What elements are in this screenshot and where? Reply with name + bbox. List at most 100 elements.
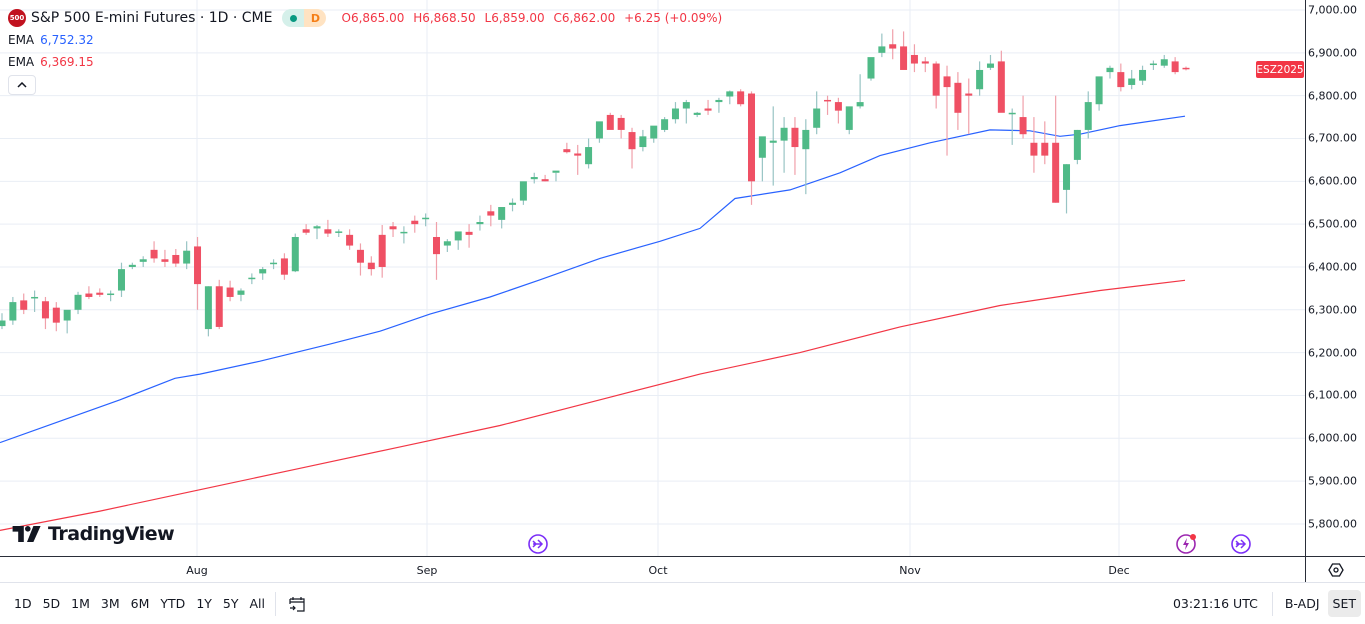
- candle: [661, 117, 669, 133]
- candle: [313, 225, 321, 240]
- candle: [1041, 121, 1049, 165]
- range-button-1m[interactable]: 1M: [71, 596, 90, 611]
- candle: [280, 253, 288, 280]
- candle: [1095, 76, 1103, 111]
- candle: [237, 288, 245, 302]
- candle: [498, 207, 506, 229]
- candle: [715, 97, 723, 113]
- ema-slow-row[interactable]: EMA 6,369.15: [8, 51, 722, 73]
- date-range-group: 1D 5D 1M 3M 6M YTD 1Y 5Y All: [0, 592, 269, 615]
- candle: [1171, 57, 1179, 75]
- symbol-title[interactable]: S&P 500 E-mini Futures · 1D · CME: [31, 10, 273, 26]
- open-key: O: [341, 11, 351, 25]
- candle: [74, 291, 82, 315]
- ema-fast-value: 6,752.32: [40, 33, 94, 47]
- earnings-event-icon[interactable]: [1175, 533, 1197, 555]
- price-axis-label: 7,000.00: [1308, 3, 1357, 17]
- candle: [682, 99, 690, 124]
- candle: [443, 239, 451, 252]
- candle: [85, 286, 93, 300]
- bottom-toolbar: 1D 5D 1M 3M 6M YTD 1Y 5Y All 03:21:16 UTC B-ADJ …: [0, 582, 1365, 624]
- candle: [1149, 60, 1157, 70]
- candle: [813, 91, 821, 135]
- candle: [215, 279, 223, 330]
- candle: [1128, 69, 1136, 90]
- candle: [476, 215, 484, 231]
- range-button-all[interactable]: All: [249, 596, 266, 611]
- chart-settings-button[interactable]: [1305, 556, 1365, 582]
- candle: [878, 33, 886, 58]
- range-button-5d[interactable]: 5D: [42, 596, 61, 611]
- time-axis[interactable]: Aug Sep Oct Nov Dec: [0, 556, 1305, 582]
- candle: [748, 91, 756, 205]
- candle: [487, 204, 495, 227]
- market-status-badge[interactable]: D: [282, 9, 327, 27]
- candles: [0, 29, 1190, 337]
- candle: [400, 226, 408, 244]
- price-axis-label: 6,600.00: [1308, 174, 1357, 188]
- collapse-legend-button[interactable]: [8, 75, 36, 95]
- candle: [107, 290, 115, 302]
- range-button-1d[interactable]: 1D: [14, 596, 32, 611]
- price-axis-label: 6,100.00: [1308, 388, 1357, 402]
- dividend-event-icon[interactable]: [1230, 533, 1252, 555]
- session-toggle[interactable]: SET: [1327, 590, 1361, 617]
- range-button-3m[interactable]: 3M: [100, 596, 120, 611]
- time-axis-label: Aug: [186, 564, 208, 577]
- ema-slow-name: EMA: [8, 55, 35, 69]
- chart-pane[interactable]: 500 S&P 500 E-mini Futures · 1D · CME D …: [0, 0, 1305, 556]
- price-axis-label: 6,500.00: [1308, 217, 1357, 231]
- candle: [802, 119, 810, 195]
- range-button-6m[interactable]: 6M: [130, 596, 150, 611]
- candle: [900, 31, 908, 70]
- candle: [454, 231, 462, 250]
- candle: [639, 129, 647, 152]
- utc-clock[interactable]: 03:21:16 UTC: [1172, 596, 1258, 611]
- price-axis-label: 6,200.00: [1308, 346, 1357, 360]
- candle: [20, 293, 28, 315]
- ema-fast-line: [0, 115, 1186, 444]
- dividend-event-icon[interactable]: [527, 533, 549, 555]
- ema-slow-line: [0, 279, 1186, 531]
- candle: [52, 302, 60, 332]
- candle: [291, 233, 299, 273]
- price-axis-label: 6,700.00: [1308, 131, 1357, 145]
- range-button-ytd[interactable]: YTD: [160, 596, 186, 611]
- candle: [1139, 65, 1147, 85]
- range-button-5y[interactable]: 5Y: [222, 596, 239, 611]
- candle: [965, 78, 973, 135]
- candle: [346, 229, 354, 250]
- candle: [976, 61, 984, 96]
- high-key: H: [413, 11, 423, 25]
- tradingview-logo[interactable]: TradingView: [12, 523, 175, 545]
- calendar-goto-icon: [289, 596, 305, 612]
- candle: [204, 286, 212, 337]
- candle: [96, 288, 104, 297]
- candlestick-chart[interactable]: [0, 0, 1305, 556]
- delay-badge: D: [304, 9, 327, 27]
- price-axis-label: 5,800.00: [1308, 517, 1357, 531]
- candle: [161, 249, 169, 267]
- ema-lines: [0, 115, 1186, 531]
- time-axis-label: Oct: [648, 564, 668, 577]
- high-value: 6,868.50: [422, 11, 476, 25]
- toolbar-divider: [1271, 591, 1273, 616]
- candle: [139, 256, 147, 267]
- price-axis[interactable]: 7,000.00 6,900.00 6,800.00 6,700.00 6,600.00…: [1305, 0, 1365, 556]
- back-adjust-toggle[interactable]: B-ADJ: [1284, 596, 1320, 611]
- candle: [585, 138, 593, 169]
- candle: [932, 61, 940, 109]
- ema-fast-row[interactable]: EMA 6,752.32: [8, 29, 722, 51]
- candle: [389, 222, 397, 237]
- last-price-tag: ESZ2025: [1256, 61, 1304, 78]
- candle: [552, 170, 560, 182]
- candle: [1182, 66, 1190, 71]
- price-axis-label: 6,800.00: [1308, 89, 1357, 103]
- candle: [1063, 164, 1071, 214]
- time-axis-label: Sep: [416, 564, 438, 577]
- go-to-date-button[interactable]: [284, 591, 310, 617]
- candle: [1008, 108, 1016, 145]
- toolbar-divider: [275, 591, 276, 616]
- candle: [954, 72, 962, 130]
- range-button-1y[interactable]: 1Y: [196, 596, 212, 611]
